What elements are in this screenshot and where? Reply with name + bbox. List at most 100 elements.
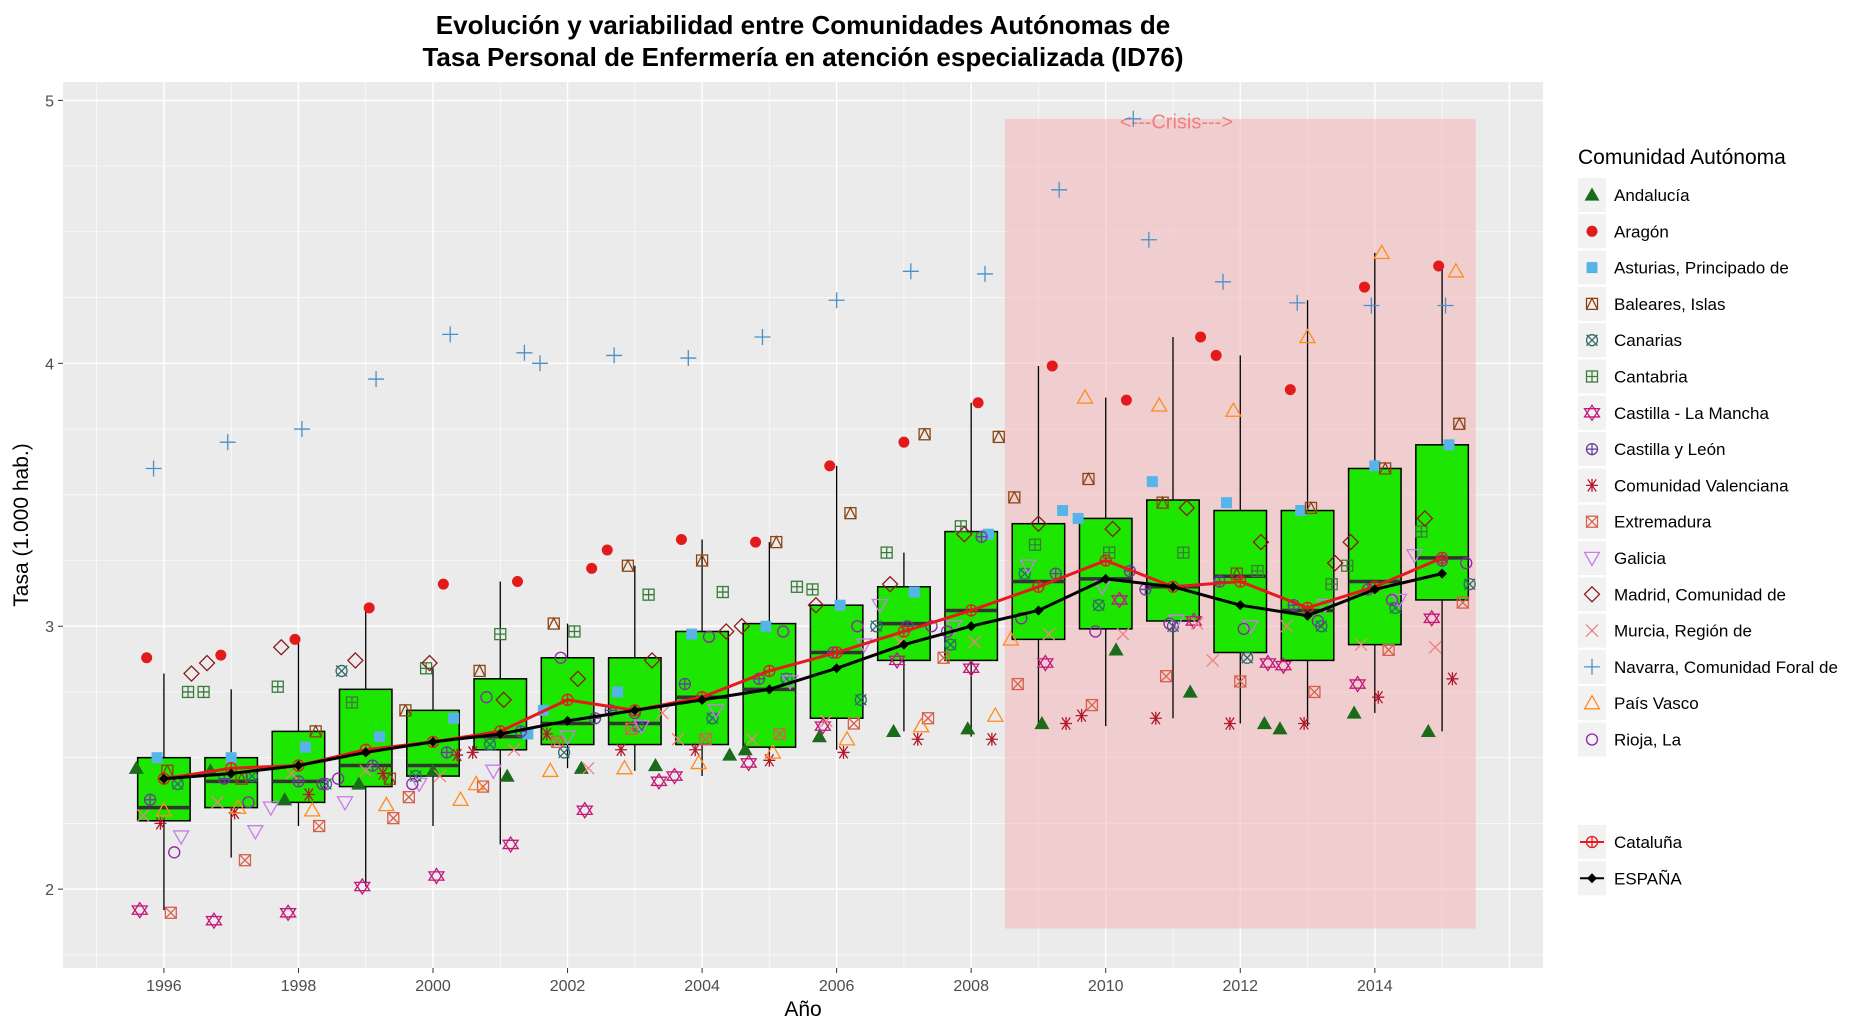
point-cantabria: [197, 685, 210, 699]
line-point: [1100, 573, 1111, 584]
point-arag-n: [289, 633, 301, 645]
point-navarra-comunidad-foral-de: [442, 326, 459, 343]
point-pa-s-vasco: [1447, 262, 1465, 278]
point-murcia-regi-n-de: [655, 706, 669, 720]
point-castilla-la-mancha: [739, 754, 758, 772]
point-cantabria: [716, 585, 729, 599]
point-galicia: [410, 777, 428, 793]
point-pa-s-vasco: [541, 762, 559, 778]
point-extremadura: [551, 735, 564, 749]
legend-key-bg: [1578, 722, 1606, 757]
point-comunidad-valenciana: [1298, 716, 1311, 730]
point-cantabria: [790, 580, 804, 593]
point-comunidad-valenciana: [451, 748, 464, 762]
point-comunidad-valenciana: [154, 816, 167, 830]
point-pa-s-vasco: [690, 754, 708, 770]
point-castilla-la-mancha: [1348, 675, 1367, 693]
x-tick-label: 2008: [953, 978, 989, 995]
point-navarra-comunidad-foral-de: [219, 434, 236, 451]
point-galicia: [1241, 619, 1260, 636]
point-madrid-comunidad-de: [1252, 533, 1270, 551]
point-comunidad-valenciana: [1446, 672, 1459, 686]
legend: Andalucía Aragón Asturias, Principado de Ba…: [1578, 178, 1838, 896]
point-castilla-la-mancha: [814, 717, 832, 735]
line-point: [697, 694, 708, 705]
x-tick-label: 2004: [684, 978, 720, 995]
trend-lines: [157, 551, 1449, 785]
point-madrid-comunidad-de: [1416, 510, 1434, 527]
point-navarra-comunidad-foral-de: [145, 460, 162, 477]
box: [1347, 467, 1402, 646]
point-andaluc-a: [1034, 715, 1050, 730]
point-andaluc-a: [128, 760, 144, 774]
point-arag-n: [1195, 331, 1207, 343]
point-asturias-principado-de: [1443, 439, 1455, 451]
line-point: [562, 715, 573, 726]
line-point: [1032, 580, 1045, 593]
point-arag-n: [1046, 360, 1058, 372]
point-pa-s-vasco: [1002, 630, 1020, 646]
point-galicia: [1167, 614, 1186, 630]
legend-label: Murcia, Región de: [1614, 622, 1752, 641]
box: [136, 756, 191, 822]
point-madrid-comunidad-de: [881, 575, 899, 593]
boxplot-2014: [1347, 252, 1402, 713]
line-point: [1168, 581, 1178, 592]
point-asturias-principado-de: [612, 686, 624, 698]
point-murcia-regi-n-de: [507, 743, 521, 757]
point-castilla-la-mancha: [279, 904, 297, 922]
point-arag-n: [898, 436, 910, 448]
line-point: [428, 736, 438, 747]
point-pa-s-vasco: [986, 706, 1004, 722]
point-extremadura: [1234, 675, 1247, 688]
point-castilla-la-mancha: [650, 772, 668, 791]
line-point: [1234, 575, 1247, 588]
x-tick-label: 1998: [281, 978, 317, 995]
legend-key-marker: [1586, 225, 1598, 237]
point-comunidad-valenciana: [1075, 709, 1088, 723]
point-andaluc-a: [1346, 705, 1362, 719]
point-arag-n: [1433, 260, 1445, 272]
point-navarra-comunidad-foral-de: [754, 329, 771, 346]
line-point: [495, 729, 506, 740]
point-rioja-la: [851, 620, 864, 633]
point-comunidad-valenciana: [837, 745, 850, 759]
point-extremadura: [1382, 643, 1395, 657]
boxplot-2013: [1280, 300, 1335, 727]
legend-key-marker: [1585, 733, 1599, 746]
data-points: [128, 110, 1476, 930]
point-murcia-regi-n-de: [136, 809, 150, 822]
legend-title: Comunidad Autónoma: [1578, 146, 1786, 169]
point-asturias-principado-de: [1146, 476, 1158, 488]
point-baleares-islas: [547, 616, 560, 630]
point-comunidad-valenciana: [1149, 711, 1162, 725]
line-point: [293, 760, 304, 771]
point-cantabria: [806, 583, 819, 596]
point-cantabria: [1325, 578, 1338, 591]
legend-label: Canarias: [1614, 331, 1682, 350]
legend-item: Murcia, Región de: [1578, 613, 1752, 648]
boxplot-2011: [1146, 337, 1200, 719]
point-cantabria: [1251, 564, 1264, 578]
point-canarias: [1092, 599, 1105, 612]
point-arag-n: [1284, 384, 1296, 396]
point-castilla-y-le-n: [366, 759, 379, 772]
point-murcia-regi-n-de: [968, 635, 982, 649]
point-asturias-principado-de: [834, 599, 846, 611]
point-navarra-comunidad-foral-de: [293, 421, 310, 438]
point-castilla-y-le-n: [440, 746, 453, 759]
point-asturias-principado-de: [374, 731, 386, 743]
point-baleares-islas: [992, 429, 1005, 444]
point-castilla-la-mancha: [962, 659, 980, 677]
legend-item: Asturias, Principado de: [1578, 250, 1789, 285]
point-madrid-comunidad-de: [1104, 520, 1122, 538]
point-galicia: [172, 830, 190, 846]
boxplot-1996: [136, 673, 191, 911]
point-comunidad-valenciana: [1060, 716, 1073, 730]
point-murcia-regi-n-de: [1280, 619, 1294, 633]
point-pa-s-vasco: [1224, 401, 1242, 417]
point-asturias-principado-de: [1072, 512, 1084, 524]
point-murcia-regi-n-de: [359, 764, 373, 778]
point-comunidad-valenciana: [763, 753, 776, 767]
